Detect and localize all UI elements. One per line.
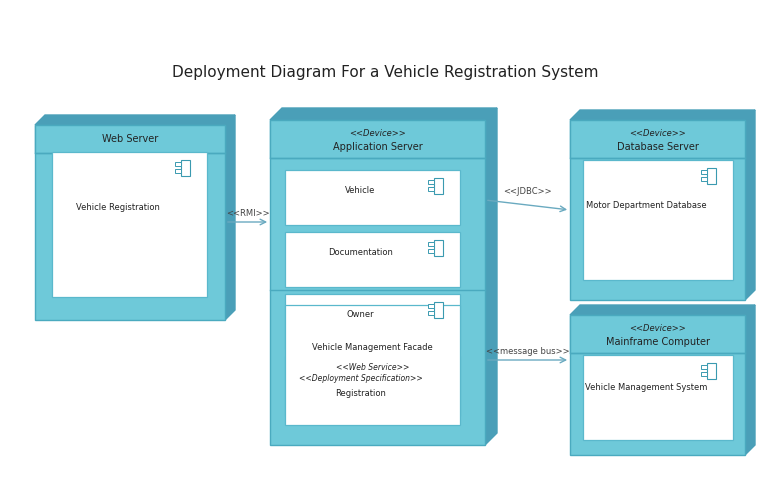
Bar xyxy=(701,372,707,376)
Text: Registration: Registration xyxy=(335,389,386,397)
Bar xyxy=(707,168,715,184)
Bar xyxy=(270,120,485,445)
Bar xyxy=(52,152,207,297)
Bar xyxy=(428,243,434,247)
Polygon shape xyxy=(485,108,497,445)
Text: Deployment Diagram For a Vehicle Registration System: Deployment Diagram For a Vehicle Registr… xyxy=(172,64,598,80)
Polygon shape xyxy=(745,110,755,300)
Text: <<Device>>: <<Device>> xyxy=(629,129,686,138)
Bar xyxy=(35,125,225,153)
Text: Vehicle Management Facade: Vehicle Management Facade xyxy=(312,343,433,351)
Bar xyxy=(701,177,707,181)
Bar xyxy=(270,120,485,158)
Text: Web Server: Web Server xyxy=(102,134,158,144)
Bar xyxy=(285,232,460,287)
Bar xyxy=(180,160,189,176)
Text: <<Device>>: <<Device>> xyxy=(629,324,686,333)
Polygon shape xyxy=(570,305,755,315)
Polygon shape xyxy=(745,305,755,455)
Bar xyxy=(570,120,745,300)
Bar xyxy=(428,187,434,191)
Bar xyxy=(428,180,434,184)
Polygon shape xyxy=(225,115,235,320)
Bar xyxy=(285,170,460,225)
Text: Vehicle Registration: Vehicle Registration xyxy=(75,202,159,211)
Bar xyxy=(434,178,443,194)
Bar xyxy=(583,160,733,280)
Text: Motor Department Database: Motor Department Database xyxy=(586,201,706,210)
Bar xyxy=(428,311,434,315)
Bar xyxy=(434,302,443,318)
Polygon shape xyxy=(270,108,497,120)
Text: <<RMI>>: <<RMI>> xyxy=(226,209,270,218)
Text: Application Server: Application Server xyxy=(333,143,423,152)
Text: Owner: Owner xyxy=(346,310,374,319)
Text: <<message bus>>: <<message bus>> xyxy=(486,347,569,356)
Bar xyxy=(570,315,745,353)
Text: <<Web Service>>: <<Web Service>> xyxy=(336,363,409,372)
Bar xyxy=(707,363,715,379)
Polygon shape xyxy=(35,115,235,125)
Bar xyxy=(701,170,707,174)
Bar xyxy=(175,169,181,173)
Bar xyxy=(583,355,733,440)
Bar xyxy=(701,365,707,369)
Text: <<JDBC>>: <<JDBC>> xyxy=(503,187,552,196)
Text: Database Server: Database Server xyxy=(617,143,698,152)
Bar xyxy=(428,248,434,252)
Text: Vehicle Management System: Vehicle Management System xyxy=(584,383,707,392)
Bar xyxy=(285,356,460,416)
Text: Vehicle: Vehicle xyxy=(345,187,376,196)
Text: <<Deployment Specification>>: <<Deployment Specification>> xyxy=(299,374,423,383)
Bar xyxy=(175,162,181,166)
Bar xyxy=(434,240,443,256)
Polygon shape xyxy=(570,110,755,120)
Text: Mainframe Computer: Mainframe Computer xyxy=(605,338,709,347)
Bar xyxy=(285,305,460,425)
Bar xyxy=(285,294,460,349)
Text: <<Device>>: <<Device>> xyxy=(349,129,406,138)
Bar xyxy=(570,120,745,158)
Bar xyxy=(35,125,225,320)
Bar xyxy=(428,304,434,308)
Text: Documentation: Documentation xyxy=(328,248,393,257)
Bar xyxy=(570,315,745,455)
